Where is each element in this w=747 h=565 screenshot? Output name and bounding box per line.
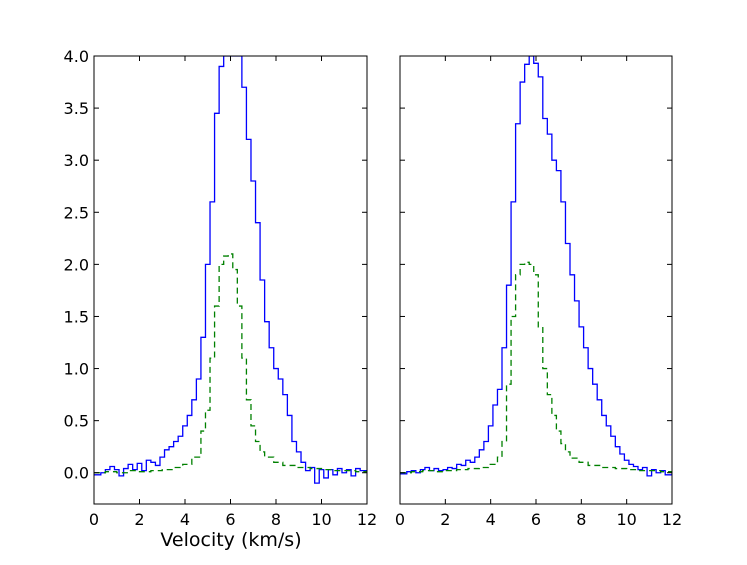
solid-series-line xyxy=(400,56,672,477)
y-tick-label: 0.0 xyxy=(64,464,89,483)
x-tick-label: 0 xyxy=(395,510,405,529)
x-tick-label: 4 xyxy=(180,510,190,529)
y-tick-label: 3.0 xyxy=(64,151,89,170)
y-tick-label: 3.5 xyxy=(64,99,89,118)
x-tick-label: 8 xyxy=(576,510,586,529)
x-tick-label: 8 xyxy=(271,510,281,529)
left-panel: 0 2 4 6 8 10 12 0.0 0.5 1.0 1.5 2.0 2.5 3.0 3.5 4.0 xyxy=(64,47,378,529)
plot-frame xyxy=(399,55,673,505)
y-tick-label: 4.0 xyxy=(64,47,89,66)
y-tick-label: 1.5 xyxy=(64,307,89,326)
dashed-series-line xyxy=(400,261,672,474)
x-tick-label: 0 xyxy=(89,510,99,529)
plot-frame xyxy=(93,55,368,505)
x-tick-label: 2 xyxy=(440,510,450,529)
x-tick-label: 6 xyxy=(531,510,541,529)
dashed-series-line xyxy=(94,253,367,474)
x-tick-label: 4 xyxy=(486,510,496,529)
y-tick-label: 0.5 xyxy=(64,412,89,431)
x-tick-label: 12 xyxy=(357,510,377,529)
right-panel: 0 2 4 6 8 10 12 xyxy=(395,55,682,529)
x-axis-label: Velocity (km/s) xyxy=(160,529,301,551)
x-tick-label: 2 xyxy=(134,510,144,529)
y-tick-label: 2.5 xyxy=(64,203,89,222)
x-tick-label: 10 xyxy=(311,510,331,529)
x-tick-label: 10 xyxy=(616,510,636,529)
x-tick-label: 12 xyxy=(662,510,682,529)
y-tick-label: 1.0 xyxy=(64,360,89,379)
solid-series-line xyxy=(94,56,367,484)
y-tick-label: 2.0 xyxy=(64,255,89,274)
x-tick-label: 6 xyxy=(225,510,235,529)
